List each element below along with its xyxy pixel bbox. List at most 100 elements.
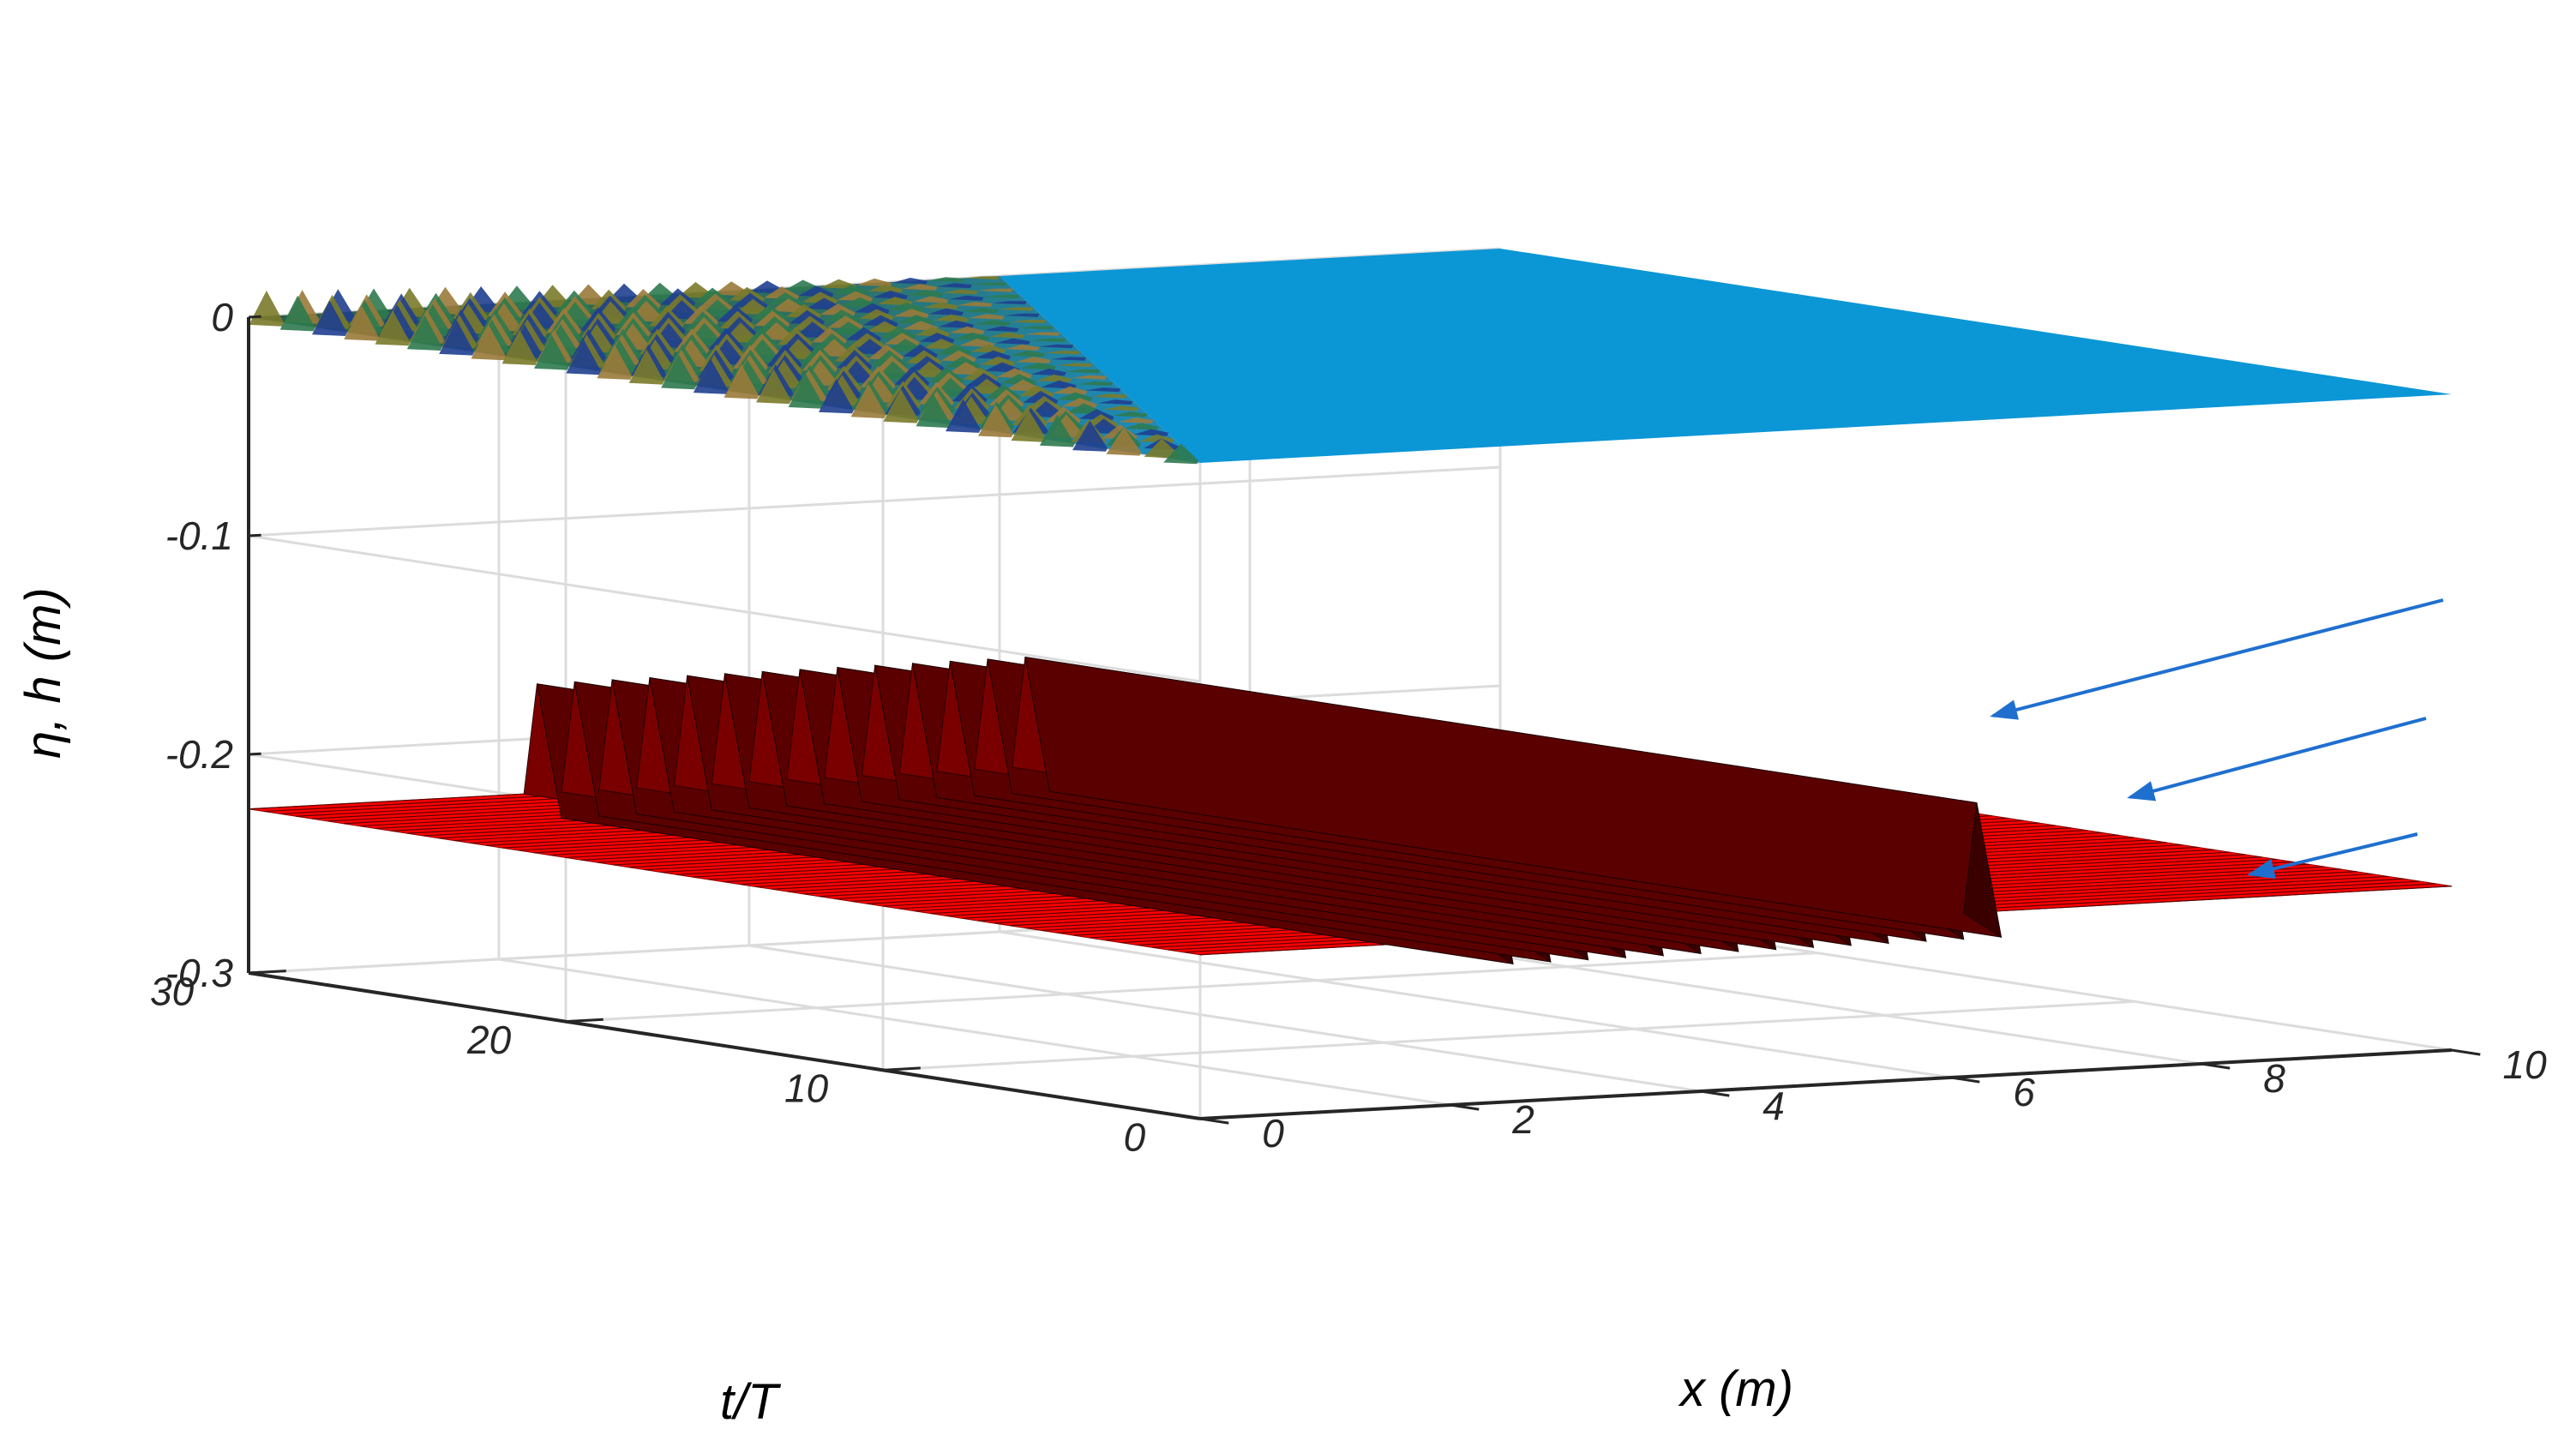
eta-wave-crest (1038, 344, 1074, 349)
annotation-arrow (1990, 598, 2444, 720)
t-tick-label: 30 (150, 969, 195, 1013)
eta-wave-crest (471, 324, 507, 361)
eta-wave-crest (954, 332, 990, 341)
eta-wave-crest (534, 334, 569, 370)
eta-wave-crest (597, 344, 633, 380)
eta-wave-crest (1039, 414, 1075, 447)
eta-wave-crest (942, 289, 978, 295)
eta-wave-crest (756, 369, 791, 405)
eta-wave-crest (922, 302, 958, 309)
eta-wave-crest (406, 315, 442, 351)
x-tick (1700, 1090, 1730, 1097)
eta-wave-crest (693, 359, 729, 394)
eta-wave-crest (919, 333, 955, 344)
eta-wave-crest (892, 278, 928, 285)
grid-line-floor-t (882, 1000, 2135, 1072)
eta-wave-crest (1072, 420, 1108, 452)
eta-wave-crest (1044, 351, 1080, 355)
eta-wave-crest (976, 350, 1011, 360)
eta-wave-crest (984, 362, 1020, 373)
eta-wave-crest (1036, 374, 1072, 382)
tick-labels: 0 2 4 6 8 10 0 10 20 30 0 -0.1 -0.2 -0.3 (150, 295, 2547, 1159)
eta-wave-crest (312, 300, 347, 336)
eta-wave-crest (1085, 387, 1121, 393)
eta-wave-crest (964, 276, 1000, 280)
eta-wave-crest (1097, 399, 1133, 405)
x-axis-line (1199, 1048, 2453, 1120)
x-tick (2451, 1048, 2481, 1056)
eta-wave-crest (980, 356, 1016, 366)
eta-wave-crest (873, 291, 908, 299)
z-tick (248, 533, 261, 537)
eta-wave-crest (893, 309, 929, 318)
grid-line-left-z (248, 534, 1201, 683)
eta-wave-crest (1123, 423, 1159, 430)
eta-wave-crest (1065, 369, 1101, 374)
eta-wave-crest (795, 321, 831, 339)
eta-wave-crest (1015, 357, 1051, 363)
eta-wave-crest (1024, 332, 1060, 336)
eta-wave-crest (877, 297, 913, 306)
eta-wave-crest (628, 349, 664, 385)
x-tick-label: 6 (2013, 1070, 2035, 1114)
eta-wave-crest (868, 284, 904, 293)
z-tick-label: 0 (211, 295, 233, 339)
eta-wave-crest (991, 301, 1027, 305)
eta-wave-crest (1112, 411, 1148, 417)
eta-wave-crest (948, 295, 984, 301)
x-tick (1450, 1103, 1480, 1111)
eta-wave-crest (928, 277, 964, 282)
eta-wave-crest (888, 303, 924, 312)
grid-line-floor-t (565, 952, 1818, 1024)
eta-wave-crest (279, 295, 315, 332)
eta-wave-crest (1030, 338, 1066, 342)
eta-wave-crest (501, 329, 537, 365)
eta-wave-crest (949, 326, 985, 334)
annotation-arrow (2247, 832, 2418, 880)
eta-wave-crest (439, 320, 475, 356)
x-tick (2201, 1062, 2231, 1070)
bed-surface (248, 656, 2453, 965)
annotation-arrows (1990, 598, 2444, 880)
eta-wave-crest (970, 344, 1006, 353)
x-tick-label: 0 (1262, 1111, 1284, 1156)
eta-wave-crest (911, 361, 947, 378)
annotation-arrow (2127, 717, 2427, 802)
eta-wave-crest (1118, 417, 1154, 424)
eta-wave-crest (1106, 427, 1142, 456)
eta-wave-crest (1021, 363, 1056, 370)
x-tick-label: 10 (2503, 1042, 2548, 1087)
eta-wave-crest (1163, 443, 1198, 465)
x-axis-label: x (m) (1678, 1361, 1793, 1417)
eta-wave-crest (820, 279, 856, 290)
eta-wave-crest (963, 308, 999, 314)
eta-wave-crest (915, 327, 951, 337)
eta-wave-crest (1041, 380, 1077, 389)
eta-wave-crest (1018, 326, 1054, 330)
eta-wave-crest (1011, 320, 1047, 324)
eta-wave-crest (1004, 313, 1040, 317)
eta-wave-crest (832, 285, 868, 295)
eta-wave-crest (928, 308, 964, 315)
eta-wave-crest (344, 305, 380, 341)
eta-wave-crest (1057, 363, 1093, 368)
eta-wave-crest (908, 290, 943, 297)
eta-wave-crest (898, 315, 934, 325)
eta-wave-crest (856, 278, 892, 287)
eta-wave-crest (959, 338, 995, 347)
z-tick (248, 315, 261, 319)
z-tick-label: -0.3 (165, 951, 234, 995)
t-axis-line (248, 971, 1201, 1120)
eta-wave-crest (902, 284, 938, 291)
eta-wave-crest (724, 363, 760, 399)
eta-wave-crest (1144, 438, 1180, 459)
eta-wave-crest (995, 338, 1030, 345)
t-tick-label: 20 (466, 1018, 512, 1062)
eta-wave-crest (975, 320, 1011, 326)
eta-wave-crest (983, 326, 1019, 333)
eta-wave-crest (916, 393, 952, 429)
eta-wave-crest (1057, 392, 1093, 401)
eta-wave-crest (1010, 350, 1046, 357)
t-tick (882, 1066, 921, 1072)
